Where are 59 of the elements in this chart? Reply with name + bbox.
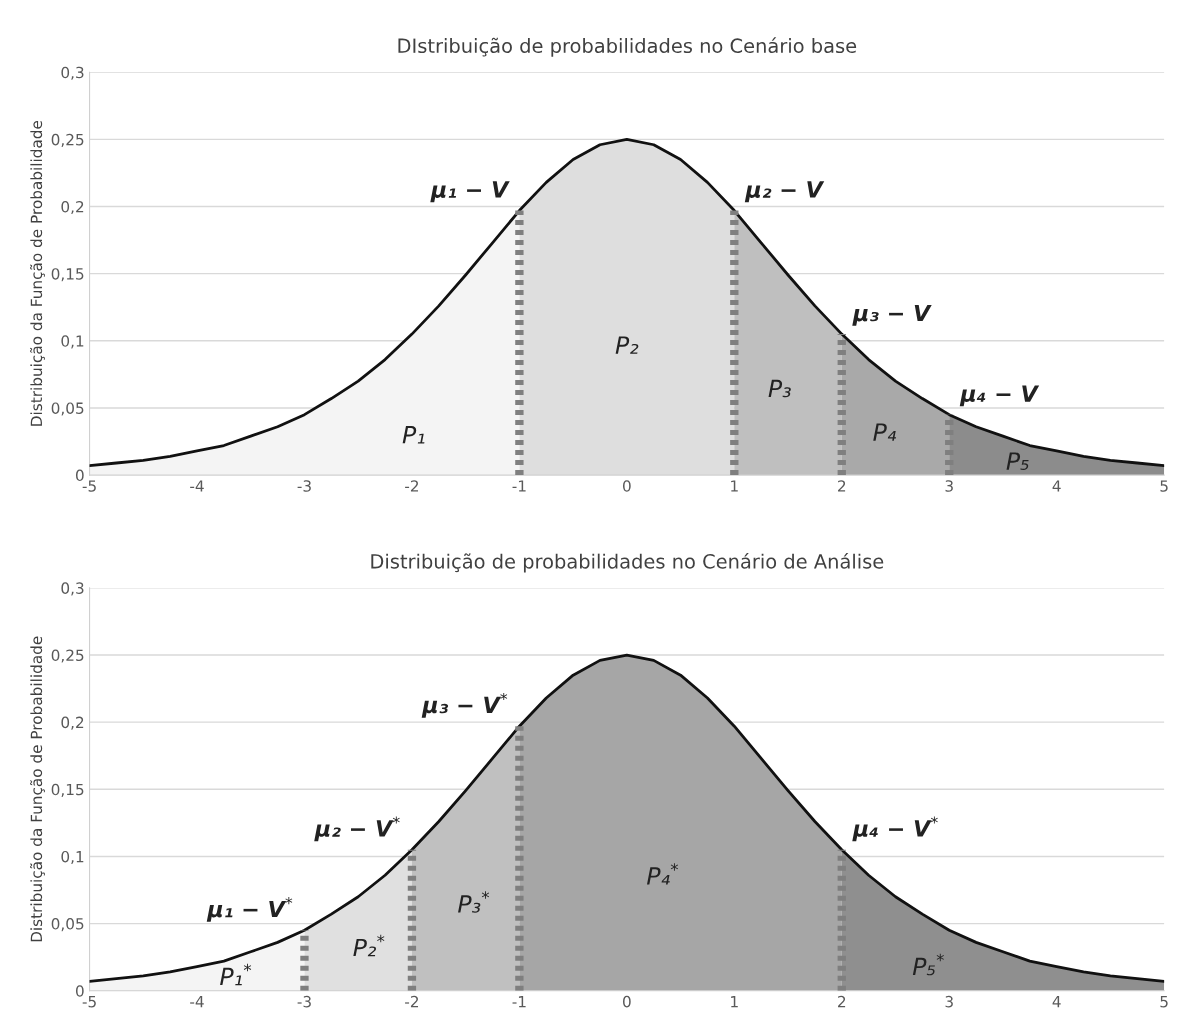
y-tick-label: 0: [75, 985, 84, 997]
x-tick-label: 0: [623, 480, 631, 492]
y-axis-title: Distribuição da Função de Probabilidade: [30, 636, 45, 942]
y-tick-label: 0,05: [51, 402, 84, 416]
series-label: μ₄ − V: [959, 385, 1040, 407]
x-tick-label: -4: [190, 996, 204, 1008]
x-tick-label: 0: [623, 995, 631, 1008]
series-label: P₅$^{*}$: [912, 953, 944, 976]
x-tick-label: 3: [945, 995, 953, 1008]
chart-title: DIstribuição de probabilidades no Cenário base: [398, 37, 857, 57]
y-tick-label: 0,1: [61, 335, 84, 349]
series-label: P₄: [873, 423, 897, 441]
series-label: P₃: [768, 379, 791, 398]
series-label: P₄$^{*}$: [646, 863, 679, 885]
x-tick-label: -3: [297, 995, 311, 1008]
x-tick-label: -2: [405, 995, 419, 1008]
y-tick-label: 0,2: [61, 200, 84, 215]
series-label: P₃$^{*}$: [458, 891, 490, 913]
y-tick-label: 0,25: [51, 649, 84, 663]
series-label: P₂: [615, 336, 639, 354]
x-tick-label: -1: [512, 480, 526, 492]
series-label: μ₂ − V$^{*}$: [314, 816, 400, 842]
x-tick-label: -3: [297, 480, 311, 492]
y-tick-label: 0: [75, 469, 84, 482]
series-label: P₁$^{*}$: [220, 963, 252, 986]
x-tick-label: 1: [731, 996, 738, 1008]
x-tick-label: 2: [838, 995, 846, 1008]
series-label: μ₂ − V: [744, 181, 825, 203]
x-tick-label: 2: [838, 480, 846, 492]
series-label: μ₄ − V$^{*}$: [852, 816, 938, 842]
x-tick-label: 3: [945, 480, 953, 492]
series-label: μ₁ − V: [430, 181, 510, 203]
y-tick-label: 0,1: [61, 850, 84, 865]
x-tick-label: 4: [1052, 996, 1061, 1008]
x-tick-label: 1: [731, 480, 738, 492]
x-tick-label: 5: [1160, 480, 1168, 492]
series-label: P₅: [1006, 452, 1029, 470]
x-tick-label: 4: [1052, 480, 1061, 492]
y-tick-label: 0,3: [61, 582, 84, 596]
y-tick-label: 0,15: [51, 783, 84, 797]
x-tick-label: -1: [512, 996, 526, 1008]
x-tick-label: -5: [82, 996, 96, 1008]
y-tick-label: 0,2: [61, 716, 84, 730]
x-tick-label: -5: [82, 480, 96, 492]
series-label: μ₃ − V: [852, 304, 932, 326]
series-label: P₂$^{*}$: [353, 934, 385, 957]
x-tick-label: 5: [1160, 996, 1168, 1008]
x-tick-label: -4: [190, 480, 204, 492]
series-label: μ₁ − V$^{*}$: [206, 897, 293, 922]
series-label: P₁: [402, 426, 425, 444]
line-series: [89, 137, 1165, 468]
series-label: μ₃ − V$^{*}$: [421, 692, 508, 718]
y-tick-label: 0,05: [51, 918, 84, 932]
y-axis-title: Distribuição da Função de Probabilidade: [30, 120, 45, 426]
y-tick-label: 0,25: [51, 133, 84, 147]
chart-title: Distribuição de probabilidades no Cenário de Análise: [371, 552, 884, 573]
x-tick-label: -2: [405, 480, 419, 492]
y-tick-label: 0,15: [51, 268, 84, 282]
y-tick-label: 0,3: [61, 66, 84, 80]
